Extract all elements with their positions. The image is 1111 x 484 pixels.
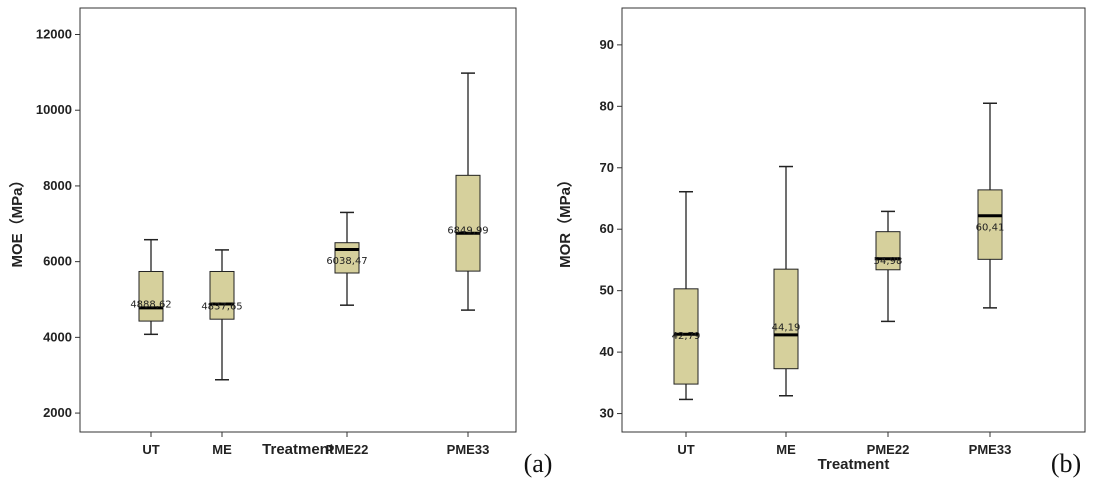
iqr-box	[673, 288, 699, 385]
x-tick-label: PME22	[867, 442, 910, 457]
y-tick-label: 40	[600, 344, 614, 359]
box-me: 4837,65 ME	[201, 249, 243, 457]
x-tick-label: PME22	[326, 442, 369, 457]
y-tick-label: 60	[600, 221, 614, 236]
box-ut: 42,79 UT	[672, 190, 701, 457]
x-tick-label: PME33	[969, 442, 1012, 457]
x-axis-label: Treatment	[818, 456, 890, 473]
box-pme33: 6849,99 PME33	[447, 72, 490, 457]
y-tick-label: 90	[600, 37, 614, 52]
y-tick-label: 6000	[43, 254, 72, 269]
iqr-box	[773, 268, 799, 370]
y-axis-label: MOR（MPa）	[556, 172, 574, 268]
y-tick-label: 4000	[43, 329, 72, 344]
x-axis-label: Treatment	[262, 441, 334, 458]
iqr-box	[455, 174, 481, 272]
x-tick-label: UT	[142, 442, 159, 457]
mean-label: 6038,47	[326, 256, 367, 267]
box-pme22: 6038,47 PME22	[326, 211, 369, 457]
box-ut: 4888,62 UT	[130, 238, 172, 457]
y-tick-label: 12000	[36, 27, 72, 42]
x-tick-label: ME	[212, 442, 232, 457]
mean-label: 4888,62	[130, 300, 171, 311]
y-tick-label: 30	[600, 406, 614, 421]
mor-boxplot-panel: 30 40 50 60 70 80 90 MOR（MPa） 42,79 UT 44,19 ME 54,9…	[556, 7, 1086, 478]
mean-label: 60,41	[976, 223, 1005, 234]
iqr-box	[209, 270, 235, 320]
y-axis-label: MOE（MPa）	[8, 172, 26, 267]
x-tick-label: ME	[776, 442, 796, 457]
x-tick-label: UT	[677, 442, 694, 457]
iqr-box	[977, 189, 1003, 260]
mean-label: 42,79	[672, 331, 701, 342]
y-tick-label: 8000	[43, 178, 72, 193]
iqr-box	[138, 270, 164, 322]
moe-boxplot-panel: 2000 4000 6000 8000 10000 12000 MOE（MPa） 4888,6…	[8, 7, 553, 478]
y-tick-label: 2000	[43, 405, 72, 420]
box-pme33: 60,41 PME33	[969, 102, 1012, 457]
iqr-box	[334, 242, 360, 274]
y-tick-label: 10000	[36, 102, 72, 117]
y-tick-label: 70	[600, 160, 614, 175]
y-tick-label: 80	[600, 98, 614, 113]
mean-label: 6849,99	[447, 225, 488, 236]
mean-label: 4837,65	[201, 302, 242, 313]
plot-frame	[621, 7, 1086, 433]
panel-label: (a)	[524, 449, 553, 478]
x-tick-label: PME33	[447, 442, 490, 457]
box-pme22: 54,98 PME22	[867, 210, 910, 457]
mean-label: 54,98	[874, 256, 903, 267]
plot-frame	[79, 7, 517, 433]
y-tick-label: 50	[600, 283, 614, 298]
box-me: 44,19 ME	[772, 165, 801, 457]
panel-label: (b)	[1051, 449, 1081, 478]
iqr-box	[875, 231, 901, 271]
mean-label: 44,19	[772, 322, 801, 333]
